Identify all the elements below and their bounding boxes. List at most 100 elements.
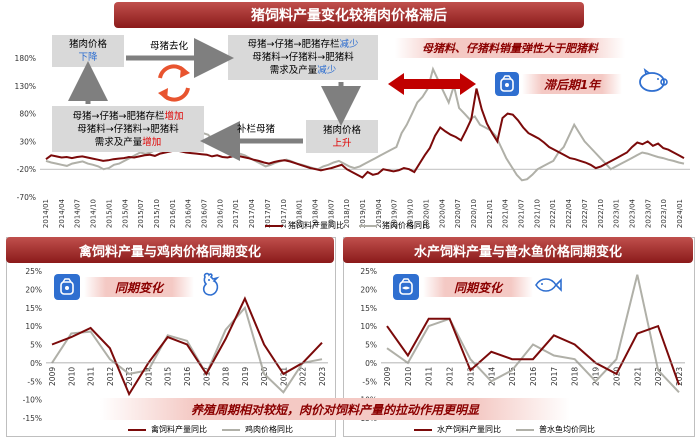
poultry-chart: 25% 20% 15% 10% 5% 0% -5% -10% -15% 2009 2010 2011… xyxy=(23,267,328,423)
x-tick-label: 2019/07 xyxy=(391,199,399,228)
flow-text: 母猪→仔猪→肥猪存栏 xyxy=(247,39,340,50)
flow-text: 增加 xyxy=(164,110,184,122)
pig-icon xyxy=(637,68,669,98)
x-tick-label: 2021 xyxy=(279,367,288,386)
x-tick-label: 2017/10 xyxy=(280,199,288,228)
x-tick-label: 2016/10 xyxy=(216,199,224,228)
main-title-text: 猪饲料产量变化较猪肉价格滞后 xyxy=(251,8,447,24)
flow-text: 减少 xyxy=(339,39,359,50)
fish-glyph xyxy=(535,278,562,292)
y-tick-label: 20% xyxy=(360,285,377,294)
x-tick-label: 2021 xyxy=(633,367,642,386)
x-tick-label: 2015 xyxy=(164,367,173,386)
x-tick-label: 2016/04 xyxy=(185,198,193,228)
feed-bag-icon xyxy=(393,274,419,300)
series-line-aquatic-feed xyxy=(386,317,680,386)
x-tick-label: 2015 xyxy=(508,367,517,386)
poultry-legend: 禽饲料产量同比 鸡肉价格同比 xyxy=(128,424,293,435)
x-tick-label: 2015/10 xyxy=(153,199,161,228)
flow-text: 母猪料→仔猪料→肥猪料 xyxy=(77,123,179,135)
x-tick-label: 2012 xyxy=(446,367,455,386)
flow-text: 母猪料→仔猪料→肥猪料 xyxy=(252,52,354,63)
x-tick-label: 2023/10 xyxy=(660,199,668,228)
flow-box-stock-increase: 母猪→仔猪→肥猪存栏增加 母猪料→仔猪料→肥猪料 需求及产量增加 xyxy=(52,106,204,152)
series-line-pig-feed xyxy=(45,88,685,179)
x-tick-label: 2014 xyxy=(487,367,496,386)
x-tick-label: 2012 xyxy=(106,367,115,386)
x-tick-label: 2019/04 xyxy=(375,198,383,228)
flow-label-sow-restock: 补栏母猪 xyxy=(237,124,276,135)
panel-aquatic-title: 水产饲料产量与普水鱼价格同期变化 xyxy=(343,237,693,263)
pig-glyph xyxy=(639,68,668,92)
flow-text-line: 需求及产量增加 xyxy=(94,136,162,148)
y-tick-label: -10% xyxy=(23,396,42,405)
x-tick-label: 2022/01 xyxy=(549,199,557,228)
x-tick-label: 2019/01 xyxy=(359,199,367,228)
x-tick-label: 2020 xyxy=(612,367,621,386)
top-legend: 猪饲料产量同比 猪肉价格同比 xyxy=(265,220,430,231)
x-tick-label: 2017/01 xyxy=(232,199,240,228)
flow-box-stock-decrease: 母猪→仔猪→肥猪存栏减少 母猪料→仔猪料→肥猪料 需求及产量减少 xyxy=(228,35,378,80)
flow-text: 猪肉价格 xyxy=(322,124,361,136)
x-tick-label: 2016/07 xyxy=(201,199,209,228)
flow-text: 减少 xyxy=(317,65,337,76)
x-tick-label: 2018 xyxy=(571,367,580,386)
y-tick-label: 15% xyxy=(360,304,377,313)
x-tick-label: 2018/10 xyxy=(343,199,351,228)
y-tick-label: 30% xyxy=(19,137,36,146)
panel-poultry-title-text: 禽饲料产量与鸡肉价格同期变化 xyxy=(78,244,261,260)
y-tick-label: 10% xyxy=(360,322,377,331)
y-tick-label: 0% xyxy=(365,359,377,368)
flow-text-line: 母猪→仔猪→肥猪存栏增加 xyxy=(52,110,204,123)
feed-bag-glyph xyxy=(500,75,514,92)
y-tick-label: 0% xyxy=(30,359,42,368)
x-tick-label: 2014 xyxy=(144,367,153,386)
y-tick-label: 130% xyxy=(15,82,36,91)
x-tick-label: 2013 xyxy=(466,367,475,386)
x-tick-label: 2014/04 xyxy=(58,198,66,228)
legend-swatch-poultry-feed xyxy=(128,428,146,431)
y-tick-label: 180% xyxy=(15,54,36,63)
series-line-poultry-feed xyxy=(51,296,323,397)
legend-swatch-price xyxy=(359,224,377,227)
x-tick-label: 2021/10 xyxy=(533,199,541,228)
x-tick-label: 2020/10 xyxy=(470,199,478,228)
sync-banner-right-text: 同期变化 xyxy=(453,280,502,295)
x-tick-label: 2018/01 xyxy=(296,199,304,228)
x-tick-label: 2014/07 xyxy=(74,199,82,228)
x-tick-label: 2020/07 xyxy=(454,199,462,228)
x-tick-label: 2010 xyxy=(404,367,413,386)
legend-swatch-aquatic-feed xyxy=(414,428,432,431)
cycle-conclusion-banner-text: 养殖周期相对较短，肉价对饲料产量的拉动作用更明显 xyxy=(190,402,479,417)
lag-banner: 滞后期1年 xyxy=(522,74,622,94)
x-tick-label: 2016 xyxy=(529,367,538,386)
x-tick-label: 2017 xyxy=(202,367,211,386)
flow-label-sow-reduction: 母猪去化 xyxy=(150,41,189,52)
x-tick-label: 2015/04 xyxy=(121,198,129,228)
x-tick-label: 2018 xyxy=(222,367,231,386)
fish-icon xyxy=(533,274,563,300)
x-tick-label: 2017 xyxy=(550,367,559,386)
x-tick-label: 2021/07 xyxy=(518,199,526,228)
panel-poultry-title: 禽饲料产量与鸡肉价格同期变化 xyxy=(6,237,334,263)
x-tick-label: 2023/04 xyxy=(628,198,636,228)
flow-arrows xyxy=(68,38,476,161)
x-tick-label: 2013 xyxy=(125,367,134,386)
x-tick-label: 2021/01 xyxy=(486,199,494,228)
y-tick-label: -15% xyxy=(23,414,42,423)
x-tick-label: 2020 xyxy=(260,367,269,386)
x-tick-label: 2022/07 xyxy=(581,199,589,228)
y-tick-label: 15% xyxy=(25,304,42,313)
y-tick-label: 25% xyxy=(360,267,377,276)
cycle-conclusion-banner: 养殖周期相对较短，肉价对饲料产量的拉动作用更明显 xyxy=(100,398,570,420)
y-tick-label: -5% xyxy=(27,377,42,386)
y-tick-label: -5% xyxy=(362,377,377,386)
y-tick-label: 20% xyxy=(25,285,42,294)
x-tick-label: 2024/01 xyxy=(676,199,684,228)
legend-swatch-fish-price xyxy=(516,428,534,431)
legend-label-feed: 猪饲料产量同比 xyxy=(288,221,344,230)
flow-text: 下降 xyxy=(78,52,98,63)
elasticity-banner: 母猪料、仔猪料销量弹性大于肥猪料 xyxy=(395,38,625,58)
panel-aquatic-title-text: 水产饲料产量与普水鱼价格同期变化 xyxy=(413,244,622,260)
x-tick-label: 2022 xyxy=(299,367,308,386)
